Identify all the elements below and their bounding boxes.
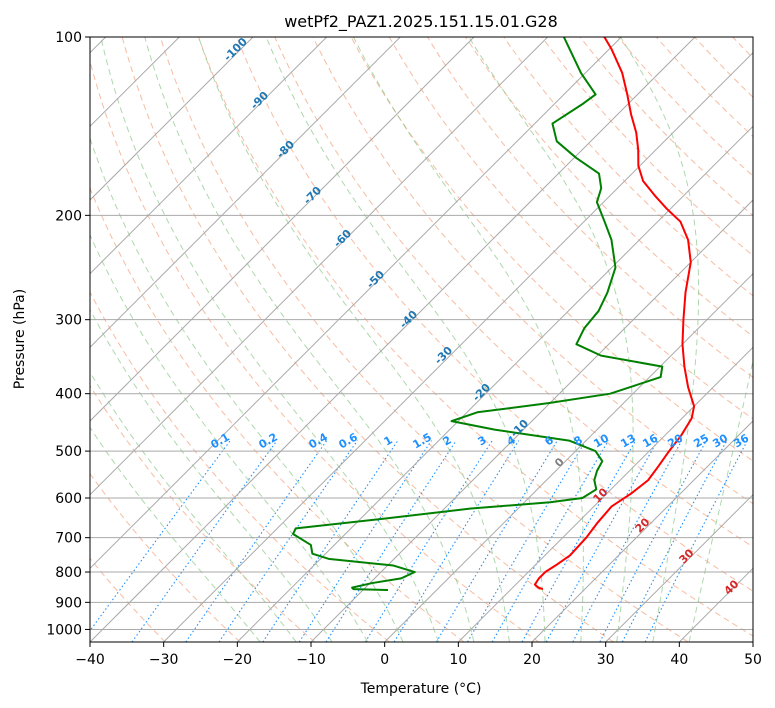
y-tick-label: 200 [55, 208, 82, 224]
x-tick-label: 20 [523, 652, 541, 668]
isotherm [90, 37, 622, 570]
isotherm [457, 346, 753, 642]
moist-adiabat [90, 371, 297, 642]
mixing-ratio-line [262, 440, 399, 642]
temperature-profile [533, 37, 696, 591]
moist-adiabat [90, 233, 369, 642]
moist-adiabat [90, 136, 404, 642]
moist-adiabat [688, 358, 753, 642]
moist-adiabat [90, 308, 333, 642]
axes: −40 −30 −20 −10 0 10 20 30 40 50 100 200 300 400 500 60… [46, 30, 762, 668]
isotherm [90, 37, 696, 642]
dry-adiabat [90, 472, 241, 642]
isotherm [605, 493, 753, 642]
mixing-ratio-line [90, 440, 231, 632]
isotherm [310, 199, 753, 642]
mixing-ratio-line [545, 440, 659, 642]
isotherm [236, 125, 753, 642]
y-tick-label: 1000 [46, 622, 82, 638]
isotherm [90, 37, 475, 422]
chart-title: wetPf2_PAZ1.2025.151.15.01.G28 [284, 12, 558, 32]
dry-adiabat [90, 384, 316, 642]
mixing-ratio-line [218, 440, 358, 642]
mixing-ratio-line [467, 440, 587, 642]
moist-adiabat [353, 37, 584, 642]
dry-adiabat [312, 37, 753, 505]
mixing-ratio-line [435, 440, 558, 642]
mixing-ratio-line [521, 440, 637, 642]
dry-adiabat [350, 37, 753, 462]
x-tick-label: 10 [449, 652, 467, 668]
dry-adiabat [426, 37, 753, 378]
isotherm [90, 37, 549, 496]
moist-adiabat [144, 37, 475, 642]
dry-adiabat [274, 37, 753, 548]
moist-adiabat [90, 426, 261, 642]
y-tick-label: 300 [55, 313, 82, 329]
x-tick-label: 0 [380, 652, 389, 668]
dry-adiabat [388, 37, 753, 420]
x-tick-label: −20 [223, 652, 253, 668]
y-tick-label: 500 [55, 444, 82, 460]
isotherm [384, 272, 753, 642]
dry-adiabat [90, 59, 540, 642]
mixing-ratio-line [364, 440, 493, 642]
isotherm [90, 37, 328, 275]
dry-adiabat [121, 37, 614, 642]
dry-adiabat [159, 37, 689, 642]
dry-adiabat [236, 37, 753, 592]
isotherm [531, 420, 753, 642]
dry-adiabat [90, 186, 465, 642]
dry-adiabat [465, 37, 753, 337]
dry-adiabat [503, 37, 753, 297]
isotherm [90, 37, 401, 349]
y-tick-label: 400 [55, 387, 82, 403]
x-tick-label: −10 [296, 652, 326, 668]
dewpoint-profile [292, 37, 664, 592]
mixing-ratio-line [325, 440, 457, 642]
moist-adiabat [620, 37, 700, 642]
y-axis-title: Pressure (hPa) [12, 289, 28, 389]
x-tick-label: −30 [149, 652, 179, 668]
mixing-ratio-line [185, 440, 328, 642]
plot-frame [89, 36, 754, 643]
y-tick-label: 800 [55, 565, 82, 581]
x-tick-label: −40 [75, 652, 105, 668]
moist-adiabat [265, 37, 546, 642]
mixing-ratio-line [131, 440, 278, 642]
x-tick-label: 40 [670, 652, 688, 668]
x-axis-title: Temperature (°C) [360, 681, 482, 697]
x-tick-label: 50 [744, 652, 762, 668]
plot-area [90, 37, 753, 642]
isotherm [90, 37, 254, 201]
dry-adiabat [90, 291, 390, 642]
y-tick-label: 900 [55, 595, 82, 611]
isotherm [163, 51, 753, 642]
moist-adiabat [198, 37, 510, 642]
y-tick-label: 700 [55, 531, 82, 547]
y-tick-label: 600 [55, 491, 82, 507]
moist-adiabat [100, 37, 439, 642]
mixing-ratio-line [644, 440, 748, 642]
y-tick-label: 100 [55, 30, 82, 46]
mixing-ratio-line [572, 440, 683, 642]
x-tick-label: 30 [597, 652, 615, 668]
